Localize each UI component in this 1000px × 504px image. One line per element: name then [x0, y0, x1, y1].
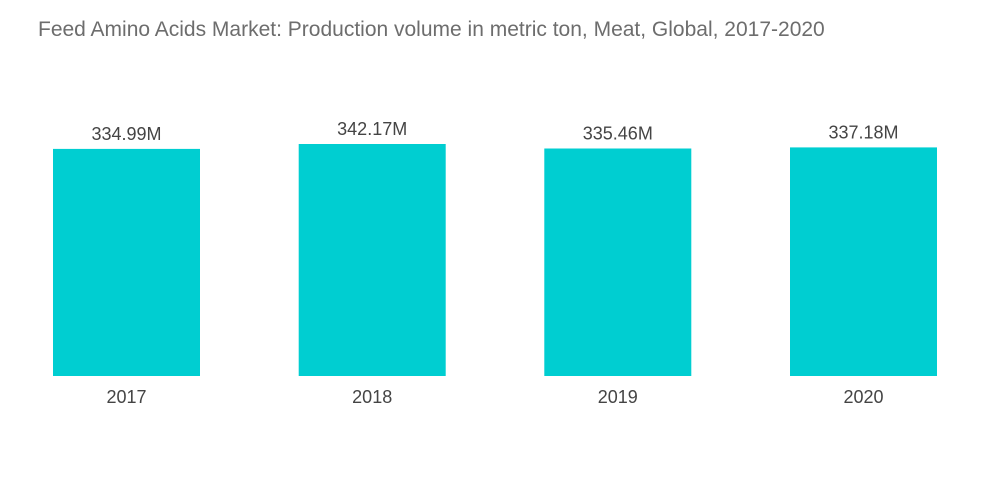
value-label-2017: 334.99M — [91, 124, 161, 144]
x-tick-label-2017: 2017 — [106, 387, 146, 407]
bar-2019 — [544, 148, 692, 376]
value-label-2019: 335.46M — [583, 124, 653, 144]
bars-group — [53, 144, 937, 376]
bar-2017 — [53, 148, 200, 376]
bar-2018 — [298, 144, 446, 376]
chart-title: Feed Amino Acids Market: Production volu… — [38, 18, 825, 41]
value-label-2018: 342.17M — [337, 119, 407, 139]
x-tick-label-2019: 2019 — [598, 387, 638, 407]
x-tick-label-2018: 2018 — [352, 387, 392, 407]
bar-2020 — [790, 147, 937, 376]
x-tick-labels-group: 2017 2018 2019 2020 — [106, 387, 883, 407]
x-tick-label-2020: 2020 — [843, 387, 883, 407]
value-label-2020: 337.18M — [828, 122, 898, 142]
value-labels-group: 334.99M 342.17M 335.46M 337.18M — [91, 119, 898, 144]
